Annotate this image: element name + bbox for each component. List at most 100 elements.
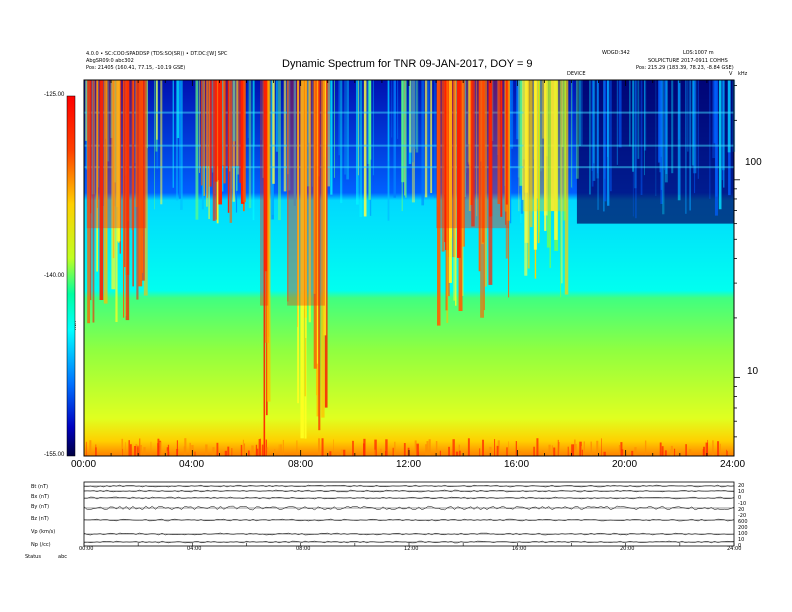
texture-streak bbox=[671, 80, 674, 174]
lowfreq-streak bbox=[620, 442, 623, 456]
burst-streak bbox=[448, 80, 452, 283]
lowfreq-streak bbox=[571, 444, 574, 456]
lowfreq-streak bbox=[134, 445, 137, 456]
texture-streak bbox=[363, 80, 367, 217]
burst-streak bbox=[537, 80, 540, 244]
lowfreq-streak bbox=[258, 439, 261, 456]
lowfreq-streak bbox=[458, 444, 461, 456]
burst-streak bbox=[321, 80, 325, 418]
lowfreq-streak bbox=[567, 446, 569, 456]
lowfreq-streak bbox=[508, 441, 509, 456]
texture-streak bbox=[359, 80, 363, 218]
panel-right-0: 20 bbox=[738, 483, 745, 489]
lowfreq-streak bbox=[557, 439, 559, 456]
lowfreq-streak bbox=[259, 438, 261, 456]
panel-x-tick-2: 08:00 bbox=[296, 546, 311, 552]
panel-label-by: By (nT) bbox=[31, 504, 50, 510]
lowfreq-streak bbox=[518, 450, 522, 456]
burst-streak bbox=[462, 80, 464, 296]
lowfreq-streak bbox=[414, 440, 417, 456]
texture-streak bbox=[85, 80, 88, 170]
lowfreq-streak bbox=[231, 448, 233, 456]
texture-streak bbox=[677, 80, 681, 201]
lowfreq-streak bbox=[719, 443, 721, 456]
burst-core bbox=[260, 80, 269, 306]
lowfreq-streak bbox=[536, 438, 539, 456]
lowfreq-streak bbox=[558, 442, 560, 456]
texture-streak bbox=[539, 80, 543, 172]
lowfreq-streak bbox=[673, 448, 676, 456]
texture-streak bbox=[655, 80, 657, 196]
texture-streak bbox=[709, 80, 711, 199]
lowfreq-streak bbox=[515, 441, 518, 456]
x-tick-2: 08:00 bbox=[288, 459, 314, 470]
texture-streak bbox=[327, 80, 331, 187]
lowfreq-streak bbox=[664, 450, 667, 456]
x-tick-3: 12:00 bbox=[396, 459, 422, 470]
texture-streak bbox=[270, 80, 274, 215]
lowfreq-streak bbox=[703, 446, 706, 456]
colorbar bbox=[66, 95, 76, 457]
texture-streak bbox=[396, 80, 399, 139]
panel-trace bbox=[83, 518, 735, 522]
burst-streak bbox=[561, 80, 563, 284]
panel-x-tick-1: 04:00 bbox=[187, 546, 202, 552]
lowfreq-streak bbox=[435, 441, 438, 456]
texture-streak bbox=[476, 80, 478, 217]
texture-streak bbox=[662, 80, 665, 215]
lowfreq-streak bbox=[452, 439, 455, 456]
texture-streak bbox=[597, 80, 599, 174]
burst-core bbox=[86, 80, 147, 229]
burst-streak bbox=[524, 80, 529, 243]
lowfreq-streak bbox=[150, 441, 152, 456]
lowfreq-streak bbox=[574, 439, 576, 456]
panel-right-2: 0 bbox=[738, 495, 742, 501]
texture-streak bbox=[685, 80, 687, 214]
lowfreq-streak bbox=[129, 444, 132, 456]
burst-streak bbox=[529, 80, 533, 228]
lowfreq-streak bbox=[329, 451, 332, 456]
burst-streak bbox=[90, 80, 92, 301]
lowfreq-streak bbox=[591, 443, 592, 456]
lowfreq-streak bbox=[670, 445, 673, 456]
lowfreq-streak bbox=[242, 439, 244, 456]
lowfreq-streak bbox=[135, 444, 138, 456]
burst-streak bbox=[209, 80, 212, 187]
lowfreq-streak bbox=[479, 448, 481, 456]
texture-streak bbox=[411, 80, 414, 163]
burst-streak bbox=[324, 80, 328, 408]
panel-x-tick-4: 16:00 bbox=[512, 546, 527, 552]
lowfreq-streak bbox=[705, 442, 708, 456]
burst-streak bbox=[218, 80, 223, 205]
lowfreq-streak bbox=[727, 450, 728, 456]
burst-streak bbox=[560, 80, 562, 298]
lowfreq-streak bbox=[178, 448, 179, 456]
burst-streak bbox=[506, 80, 510, 221]
lowfreq-streak bbox=[240, 444, 243, 456]
burst-streak bbox=[300, 80, 304, 439]
lowfreq-streak bbox=[580, 449, 583, 456]
burst-streak bbox=[97, 80, 99, 208]
lowfreq-streak bbox=[205, 444, 208, 456]
lowfreq-streak bbox=[224, 450, 228, 456]
lowfreq-streak bbox=[251, 451, 254, 456]
panel-x-tick-5: 20:00 bbox=[620, 546, 635, 552]
texture-streak bbox=[85, 80, 88, 141]
lowfreq-streak bbox=[548, 444, 551, 456]
texture-streak bbox=[592, 80, 595, 164]
burst-streak bbox=[446, 80, 449, 323]
texture-streak bbox=[211, 80, 214, 168]
band-line bbox=[84, 144, 734, 147]
lowfreq-streak bbox=[631, 450, 634, 456]
burst-streak bbox=[124, 80, 126, 268]
burst-streak bbox=[305, 80, 307, 338]
texture-streak bbox=[232, 80, 236, 142]
lowfreq-streak bbox=[455, 451, 459, 456]
lowfreq-streak bbox=[551, 445, 553, 456]
spectrum-heatmap bbox=[84, 80, 736, 456]
lowfreq-streak bbox=[601, 438, 602, 456]
corner-unit: kHz bbox=[738, 71, 748, 77]
lowfreq-streak bbox=[403, 443, 406, 456]
texture-streak bbox=[334, 80, 335, 178]
lowfreq-streak bbox=[425, 444, 428, 456]
